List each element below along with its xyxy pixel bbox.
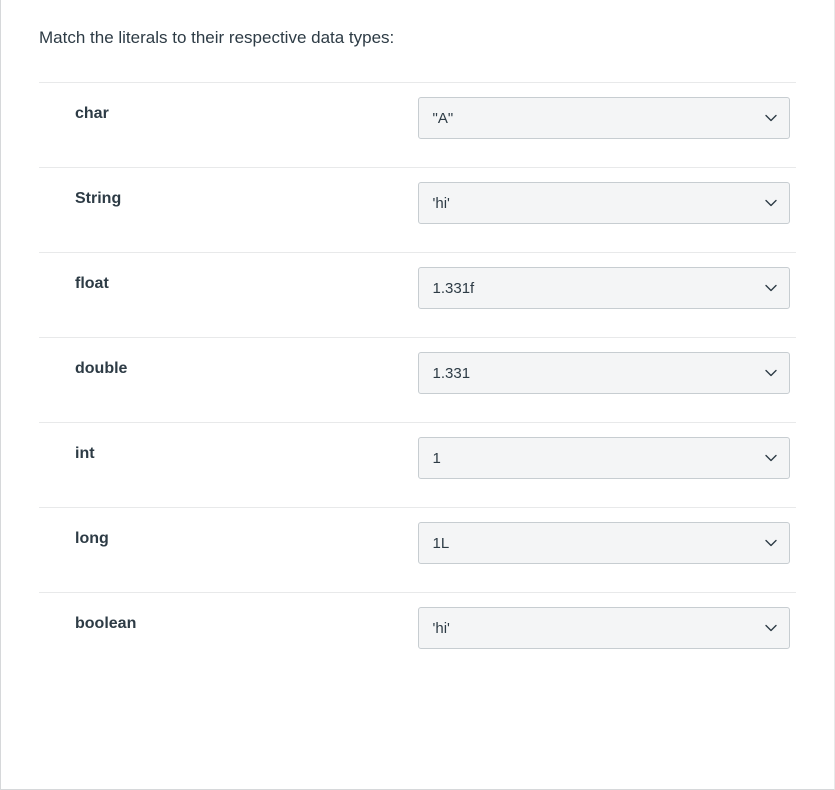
match-select-wrap: 'hi': [418, 182, 797, 224]
select-value: 1: [433, 450, 441, 467]
match-label: long: [39, 522, 418, 548]
match-label: float: [39, 267, 418, 293]
match-select[interactable]: 1.331f: [418, 267, 791, 309]
select-value: "A": [433, 110, 454, 127]
match-row: long 1L: [39, 507, 796, 592]
match-select-wrap: 'hi': [418, 607, 797, 649]
select-value: 1.331: [433, 365, 471, 382]
match-row: char "A": [39, 82, 796, 167]
chevron-down-icon: [765, 282, 777, 294]
match-row: double 1.331: [39, 337, 796, 422]
match-row: String 'hi': [39, 167, 796, 252]
chevron-down-icon: [765, 197, 777, 209]
match-row: float 1.331f: [39, 252, 796, 337]
select-value: 1L: [433, 535, 450, 552]
chevron-down-icon: [765, 112, 777, 124]
match-select-wrap: 1.331f: [418, 267, 797, 309]
chevron-down-icon: [765, 622, 777, 634]
chevron-down-icon: [765, 452, 777, 464]
match-select[interactable]: 1L: [418, 522, 791, 564]
match-label: char: [39, 97, 418, 123]
chevron-down-icon: [765, 367, 777, 379]
match-select[interactable]: 1.331: [418, 352, 791, 394]
match-select-wrap: 1: [418, 437, 797, 479]
match-row: int 1: [39, 422, 796, 507]
select-value: 'hi': [433, 620, 450, 637]
question-container: Match the literals to their respective d…: [0, 0, 835, 790]
match-select[interactable]: 1: [418, 437, 791, 479]
question-prompt: Match the literals to their respective d…: [39, 28, 796, 48]
match-label: double: [39, 352, 418, 378]
select-value: 'hi': [433, 195, 450, 212]
match-select-wrap: 1.331: [418, 352, 797, 394]
match-rows: char "A" String 'hi': [39, 82, 796, 677]
match-label: String: [39, 182, 418, 208]
match-select-wrap: 1L: [418, 522, 797, 564]
match-select-wrap: "A": [418, 97, 797, 139]
match-select[interactable]: 'hi': [418, 182, 791, 224]
match-label: int: [39, 437, 418, 463]
match-row: boolean 'hi': [39, 592, 796, 677]
select-value: 1.331f: [433, 280, 475, 297]
match-select[interactable]: 'hi': [418, 607, 791, 649]
match-label: boolean: [39, 607, 418, 633]
chevron-down-icon: [765, 537, 777, 549]
match-select[interactable]: "A": [418, 97, 791, 139]
